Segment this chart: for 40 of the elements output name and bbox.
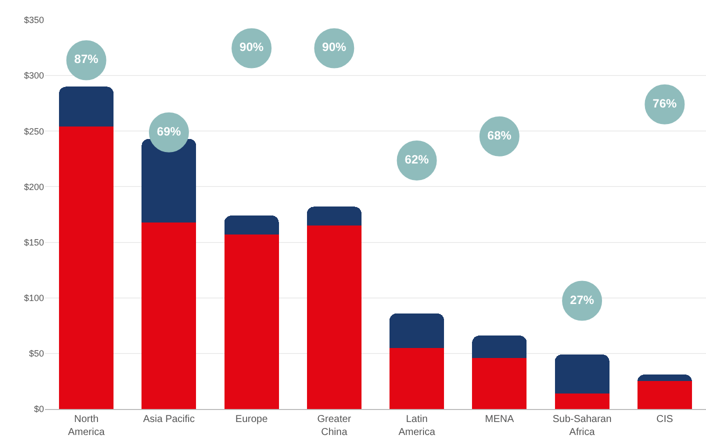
data-label: 90% xyxy=(240,40,264,54)
y-tick-label: $100 xyxy=(24,293,44,304)
x-tick-label: MENA xyxy=(484,414,514,425)
data-label: 76% xyxy=(652,96,678,110)
bar xyxy=(306,226,362,409)
bar xyxy=(142,222,196,409)
x-tick-label: Sub-Saharan Africa xyxy=(552,414,612,438)
bar xyxy=(306,206,362,226)
y-tick-label: $300 xyxy=(24,70,44,81)
y-tick-label: $350 xyxy=(24,15,44,26)
bar xyxy=(390,348,444,409)
bar xyxy=(142,138,196,222)
bar xyxy=(472,358,527,409)
y-tick-label: $50 xyxy=(28,348,44,359)
bar xyxy=(59,126,114,409)
bar xyxy=(554,354,610,394)
bar xyxy=(472,336,527,358)
data-label: 62% xyxy=(404,152,430,166)
x-tick-label: Asia Pacific xyxy=(143,414,195,425)
y-tick-label: $150 xyxy=(24,237,44,248)
y-tick-label: $250 xyxy=(24,126,44,136)
y-tick-label: $0 xyxy=(34,404,44,414)
data-label: 27% xyxy=(570,292,594,307)
data-label: 68% xyxy=(487,128,512,142)
bar xyxy=(224,216,279,235)
bar xyxy=(390,313,444,348)
x-tick-label: CIS xyxy=(656,414,674,425)
bar xyxy=(637,374,692,382)
data-label: 90% xyxy=(322,40,347,54)
data-label: 69% xyxy=(156,124,182,138)
x-tick-label: Latin America xyxy=(398,414,436,438)
x-tick-label: Greater China xyxy=(317,414,352,438)
bar xyxy=(637,381,692,409)
x-tick-label: North America xyxy=(68,414,106,438)
bar xyxy=(59,86,114,127)
data-label: 87% xyxy=(74,52,99,66)
y-tick-label: $200 xyxy=(24,182,44,192)
bar xyxy=(224,234,279,409)
x-tick-label: Europe xyxy=(235,414,268,425)
bar xyxy=(554,393,610,409)
